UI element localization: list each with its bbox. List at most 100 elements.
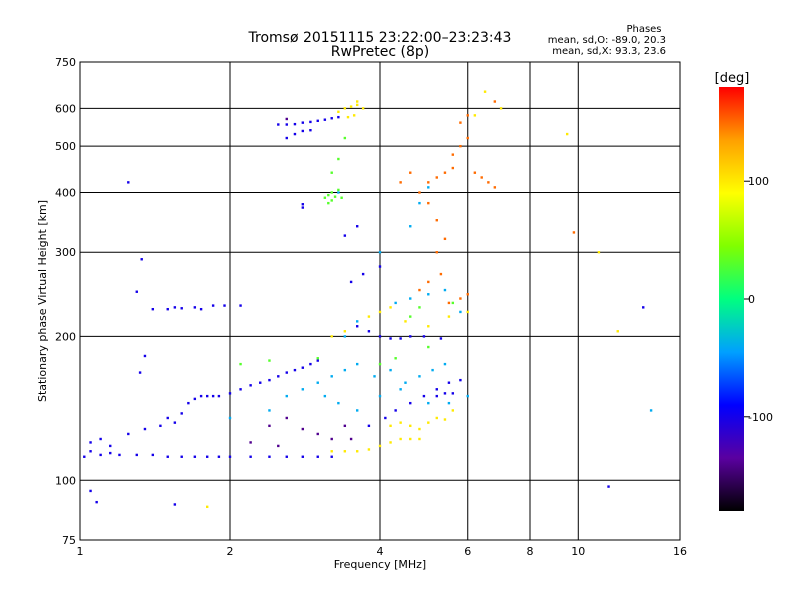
data-point-185	[337, 110, 340, 114]
data-point-228	[459, 144, 462, 148]
data-point-67	[285, 136, 288, 140]
data-point-97	[89, 489, 92, 493]
data-point-96	[355, 225, 359, 228]
data-point-139	[459, 310, 462, 314]
data-point-130	[285, 394, 288, 398]
y-tick-label-5: 500	[55, 140, 76, 153]
data-point-60	[293, 122, 297, 126]
data-point-75	[378, 335, 382, 338]
data-point-226	[399, 181, 402, 184]
data-point-122	[323, 394, 327, 398]
data-point-50	[199, 307, 203, 311]
data-point-48	[180, 307, 183, 310]
data-point-38	[268, 378, 271, 382]
data-point-191	[352, 114, 356, 117]
data-point-197	[427, 325, 430, 328]
data-point-232	[439, 272, 443, 276]
data-point-146	[355, 320, 359, 323]
colorbar-label: [deg]	[715, 71, 750, 86]
data-point-9	[193, 455, 197, 458]
data-point-230	[572, 231, 576, 234]
data-point-29	[193, 397, 197, 401]
data-point-167	[316, 357, 319, 360]
data-point-145	[343, 335, 347, 338]
data-point-206	[483, 90, 487, 93]
y-axis-label: Stationary phase Virtual Height [km]	[36, 200, 49, 402]
data-point-106	[316, 432, 319, 436]
data-point-158	[427, 345, 430, 349]
data-point-109	[277, 444, 280, 448]
data-point-222	[447, 301, 451, 305]
data-point-182	[435, 416, 438, 420]
data-point-89	[435, 394, 438, 398]
x-tick-label-4: 8	[527, 545, 534, 558]
data-point-37	[259, 381, 262, 384]
data-point-229	[466, 136, 469, 140]
data-point-196	[404, 320, 407, 323]
data-point-32	[211, 394, 215, 398]
data-point-227	[451, 153, 455, 156]
data-point-108	[249, 441, 252, 444]
data-point-140	[378, 251, 382, 254]
data-point-132	[316, 381, 319, 384]
data-point-200	[330, 335, 333, 338]
chart-subtitle: RwPretec (8p)	[331, 44, 429, 60]
data-point-219	[480, 176, 483, 179]
data-point-13	[249, 455, 252, 458]
data-point-131	[301, 388, 305, 391]
data-point-218	[473, 171, 477, 174]
stats-line-x: mean, sd,X: 93.3, 23.6	[552, 46, 666, 57]
data-point-28	[187, 401, 190, 405]
y-tick-label-3: 300	[55, 246, 76, 259]
data-point-181	[427, 421, 430, 424]
data-point-188	[355, 103, 359, 107]
data-point-51	[211, 304, 215, 307]
data-point-63	[316, 119, 319, 123]
data-point-208	[473, 114, 477, 117]
data-point-195	[389, 306, 392, 309]
data-point-42	[301, 366, 305, 369]
data-point-212	[443, 171, 447, 174]
data-point-88	[459, 378, 462, 382]
data-point-85	[422, 394, 426, 398]
data-point-4	[118, 453, 121, 457]
data-point-207	[499, 107, 503, 110]
data-point-129	[466, 394, 469, 398]
data-point-144	[337, 191, 340, 194]
data-point-173	[389, 441, 392, 444]
data-point-115	[355, 362, 359, 366]
data-point-65	[330, 117, 333, 120]
data-point-79	[422, 335, 426, 338]
data-point-76	[389, 337, 392, 340]
data-point-74	[367, 330, 371, 333]
data-point-176	[418, 437, 421, 441]
data-point-143	[427, 186, 430, 189]
data-points	[83, 90, 653, 509]
data-point-100	[173, 503, 177, 506]
data-point-110	[343, 424, 347, 428]
data-point-183	[443, 418, 447, 421]
data-point-225	[409, 171, 412, 174]
data-point-10	[205, 455, 209, 458]
data-point-205	[597, 251, 601, 254]
data-point-125	[378, 394, 382, 398]
data-point-216	[443, 237, 447, 241]
data-point-221	[493, 186, 497, 189]
data-point-215	[435, 219, 438, 222]
data-point-87	[447, 381, 451, 384]
data-point-20	[99, 437, 102, 441]
data-point-41	[293, 368, 297, 372]
data-point-58	[277, 123, 280, 126]
data-point-64	[323, 118, 327, 121]
data-point-223	[459, 297, 462, 300]
data-point-70	[309, 128, 312, 132]
stats-line-o: mean, sd,O: -89.0, 20.3	[548, 35, 666, 46]
data-point-210	[427, 181, 430, 184]
data-point-92	[349, 280, 353, 284]
colorbar-tick-label-0: 100	[748, 175, 769, 188]
data-point-156	[378, 362, 382, 366]
data-point-2	[99, 453, 102, 457]
data-point-82	[384, 416, 387, 420]
data-point-192	[346, 115, 350, 119]
data-point-236	[493, 100, 497, 103]
